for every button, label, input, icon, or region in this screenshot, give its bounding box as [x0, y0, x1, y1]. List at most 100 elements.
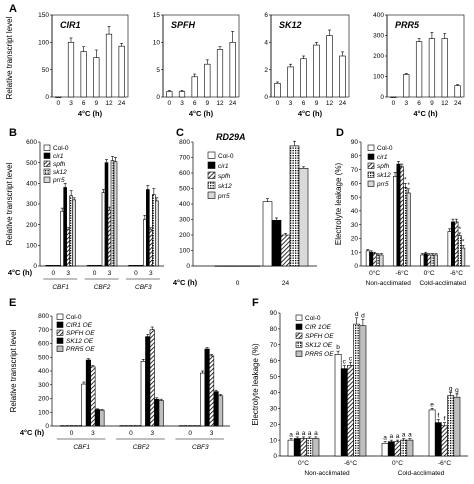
panel-c-bar: [241, 265, 252, 267]
panel-b-y-tick-label: 0: [33, 263, 37, 270]
panel-f-bar: [340, 368, 348, 457]
panel-c-y-tick-label: 800: [179, 139, 190, 146]
panel-a-x-tick-label: 3: [404, 100, 408, 107]
panel-a-1-y-tick-label: 10: [153, 40, 161, 47]
panel-d-y-tick-label: 60: [351, 181, 359, 188]
panel-d-bar: [379, 254, 384, 267]
panel-d-bar: [450, 221, 455, 267]
panel-d-y-tick-label: 40: [351, 208, 359, 215]
panel-f-bar: [428, 409, 436, 457]
panel-f-legend-swatch: [295, 341, 303, 348]
panel-d-bar: [403, 187, 408, 267]
panel-b-legend-swatch: [43, 168, 51, 175]
panel-c-bar: [298, 168, 309, 267]
panel-d-bar: [420, 254, 425, 267]
panel-c-bar: [280, 234, 291, 267]
panel-e-bar: [90, 366, 96, 427]
panel-d-bar: [376, 254, 381, 267]
panel-d-y-tick-label: 10: [351, 249, 359, 256]
panel-b-time-label: 3: [149, 270, 153, 277]
panel-f-x-tick-label: 0°C: [298, 459, 309, 467]
panel-d-bar: [393, 176, 398, 267]
panel-a-x-tick-label: 12: [216, 100, 224, 107]
panel-f-y-tick-label: 80: [270, 326, 278, 333]
panel-a-x-tick-label: 24: [339, 100, 347, 107]
panel-f-legend-swatch: [295, 323, 303, 330]
panel-c-y-tick-label: 400: [179, 201, 190, 208]
panel-b-group-label: CBF3: [135, 284, 152, 291]
panel-a-1-y-tick-label: 0: [156, 94, 160, 101]
panel-f-bar: [287, 439, 295, 457]
panel-a-bar: [287, 66, 294, 98]
panel-e-bar: [99, 409, 105, 427]
panel-e-legend-label: PRR5 OE: [66, 346, 95, 353]
panel-b-y-tick-label: 600: [26, 139, 37, 146]
panel-a-bar: [93, 57, 100, 98]
panel-a-bar: [105, 33, 113, 98]
panel-f-legend-label: SPFH OE: [305, 333, 334, 340]
panel-f-annotation: f: [437, 412, 439, 419]
panel-b-group-label: CBF1: [52, 284, 69, 291]
panel-b-ylabel: Relative transcript level: [5, 162, 14, 245]
panel-c-bar: [262, 201, 273, 267]
panel-a-ylabel: Relative transcript level: [5, 16, 14, 99]
panel-e-bar: [85, 359, 91, 427]
panel-c-legend-label: sk12: [218, 183, 232, 190]
panel-f-bar: [453, 396, 461, 457]
panel-c-x-tick-label: 0: [236, 280, 240, 287]
panel-d-y-tick-label: 50: [351, 194, 359, 201]
panel-e-y-tick-label: 300: [38, 382, 49, 389]
panel-d-bar: [433, 254, 438, 267]
panel-e-legend-swatch: [56, 313, 64, 320]
panel-f-bar: [347, 365, 354, 457]
panel-a-bar: [229, 42, 236, 98]
panel-e-y-tick-label: 0: [45, 423, 49, 430]
panel-f-y-tick-label: 10: [270, 437, 278, 444]
panel-a-frame: [270, 14, 350, 98]
panel-d-y-tick-label: 80: [351, 153, 359, 160]
panel-b-xlabel: 4°C (h): [8, 268, 33, 277]
panel-a-0-y-tick-label: 0: [45, 94, 49, 101]
panel-b-legend-swatch: [43, 144, 51, 151]
panel-d-ylabel: Electrolyte leakage (%): [334, 163, 343, 246]
panel-a-xlabel: 4°C (h): [413, 109, 438, 118]
panel-b-y-tick-label: 400: [26, 181, 37, 188]
panel-c-y-tick-label: 300: [179, 217, 190, 224]
panel-d-x-tick-label: 0°C: [424, 269, 435, 277]
panel-f-annotation: a: [302, 430, 306, 437]
panel-a-2-y-tick-label: 4: [264, 40, 268, 47]
panel-a-bar: [300, 58, 307, 98]
panel-b-bar: [110, 160, 115, 267]
panel-b-letter: B: [9, 127, 17, 139]
panel-a-x-tick-label: 6: [302, 100, 306, 107]
panel-d-annotation: *: [459, 226, 462, 233]
panel-f-x-tick-label: -6°C: [438, 459, 451, 467]
panel-d-bar: [406, 192, 411, 267]
panel-a-x-tick-label: 12: [441, 100, 449, 107]
panel-f-bar: [353, 323, 361, 457]
panel-c-legend-swatch: [207, 181, 216, 189]
panel-e-time-label: 3: [150, 430, 154, 437]
panel-e-bar: [140, 361, 146, 427]
panel-f-annotation: d: [355, 311, 359, 318]
panel-e-group-label: CBF1: [73, 444, 90, 451]
panel-e-legend-swatch: [56, 329, 64, 336]
panel-f-annotation: a: [402, 432, 406, 439]
panel-c-bar: [214, 265, 225, 267]
panel-f-legend-swatch: [295, 350, 303, 357]
panel-a-xlabel: 4°C (h): [298, 109, 323, 118]
panel-f-x-tick-label: 0°C: [392, 459, 403, 467]
panel-f-annotation: a: [295, 430, 299, 437]
panel-e-group-label: CBF3: [192, 444, 209, 451]
panel-f-annotation: d: [361, 312, 365, 319]
panel-f-annotation: a: [396, 433, 400, 440]
panel-e-time-label: 0: [188, 430, 192, 437]
panel-e-time-label: 3: [210, 430, 214, 437]
panel-a-1-y-tick-label: 5: [156, 67, 160, 74]
panel-a-bar: [166, 91, 173, 98]
panel-f-bar: [434, 422, 442, 457]
panel-f-y-tick-label: 90: [270, 310, 278, 317]
panel-e-bar: [213, 391, 219, 427]
panel-f-group-label: Non-acclimated: [304, 470, 350, 477]
panel-e-bar: [200, 372, 206, 427]
